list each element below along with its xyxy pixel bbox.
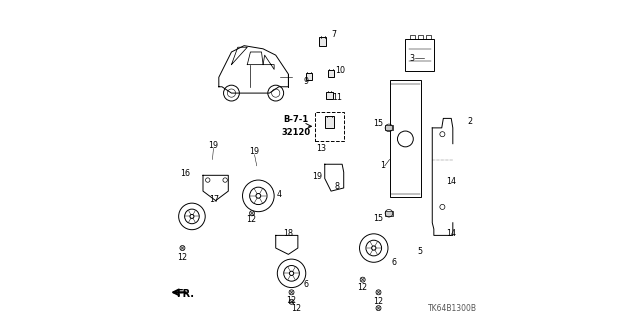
Circle shape — [250, 211, 255, 216]
Text: 4: 4 — [276, 190, 282, 199]
Bar — [410, 34, 415, 39]
Text: 2: 2 — [468, 117, 473, 126]
Text: FR.: FR. — [177, 289, 195, 299]
Circle shape — [289, 299, 294, 304]
Text: 8: 8 — [334, 182, 339, 191]
Bar — [319, 37, 326, 47]
Text: 12: 12 — [373, 297, 383, 306]
Bar — [316, 112, 344, 141]
Bar — [385, 125, 393, 130]
Text: 18: 18 — [284, 229, 293, 238]
Circle shape — [180, 246, 185, 250]
Text: 17: 17 — [209, 195, 219, 204]
Bar — [418, 34, 423, 39]
Text: 15: 15 — [373, 119, 383, 128]
Bar — [390, 80, 421, 197]
Bar — [405, 39, 434, 71]
Text: B-7-1: B-7-1 — [284, 115, 309, 124]
Text: 12: 12 — [177, 253, 188, 262]
Text: 14: 14 — [446, 177, 456, 186]
Text: 12: 12 — [287, 296, 296, 305]
Text: 6: 6 — [392, 258, 397, 267]
Text: 16: 16 — [180, 169, 190, 178]
Text: 19: 19 — [312, 172, 323, 182]
Circle shape — [360, 277, 365, 282]
Text: 15: 15 — [373, 213, 383, 222]
Text: 6: 6 — [303, 280, 308, 289]
Text: 11: 11 — [332, 93, 342, 102]
Text: 19: 19 — [250, 147, 260, 156]
Bar — [326, 92, 333, 100]
Text: 32120: 32120 — [282, 128, 311, 137]
Text: 12: 12 — [358, 283, 368, 292]
Text: 3: 3 — [409, 54, 414, 63]
Text: 9: 9 — [303, 77, 308, 85]
Text: 12: 12 — [291, 304, 301, 313]
Circle shape — [376, 290, 381, 295]
Text: 12: 12 — [246, 215, 257, 224]
Bar — [306, 73, 312, 80]
Bar — [385, 211, 393, 216]
Text: 7: 7 — [331, 30, 336, 39]
Bar — [426, 34, 431, 39]
Text: 19: 19 — [209, 141, 218, 150]
Text: 14: 14 — [446, 229, 456, 238]
Bar — [324, 116, 334, 128]
Text: 5: 5 — [417, 247, 422, 256]
Bar — [328, 70, 334, 77]
Text: 1: 1 — [380, 161, 385, 170]
Circle shape — [376, 306, 381, 311]
Text: 10: 10 — [335, 66, 345, 75]
Circle shape — [289, 290, 294, 295]
Text: 13: 13 — [316, 144, 326, 153]
Text: TK64B1300B: TK64B1300B — [428, 304, 477, 313]
